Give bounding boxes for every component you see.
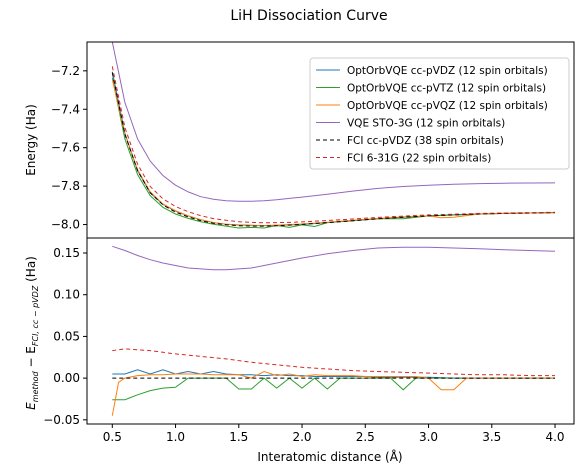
bottom-y-tick-label: 0.10 — [53, 288, 80, 302]
bottom-series-optorbvqe-cc-pvqz — [111, 370, 555, 416]
top-series-fci-cc-pvdz-38-spin-orbitals — [111, 72, 556, 227]
bottom-series-vqe-sto-3g — [112, 245, 556, 271]
bottom-series-optorbvqe-cc-pvtz — [112, 377, 555, 401]
legend-label-optorbvqe-cc-pvqz-12-spin-orbitals: OptOrbVQE cc-pVQZ (12 spin orbitals) — [347, 100, 548, 112]
bottom-y-ticks: 0.15 0.10 0.05 0.00 −0.05 — [43, 246, 87, 427]
ylabel-sub1: method — [31, 370, 40, 402]
top-y-axis-label: Energy (Ha) — [24, 104, 38, 176]
legend-label-fci-cc-pvdz-38-spin-orbitals: FCI cc-pVDZ (38 spin orbitals) — [347, 135, 504, 147]
x-tick-label: 0.5 — [103, 430, 122, 444]
bottom-y-tick-label: −0.05 — [43, 413, 80, 427]
ylabel-mid: − E — [24, 346, 38, 371]
top-y-tick-label: −7.2 — [51, 64, 80, 78]
legend-label-fci-6-31g-22-spin-orbitals: FCI 6-31G (22 spin orbitals) — [347, 153, 491, 165]
top-plot-area — [111, 42, 556, 229]
bottom-y-tick-label: 0.00 — [53, 371, 80, 385]
bottom-y-tick-label: 0.05 — [53, 329, 80, 343]
top-y-ticks: −7.2 −7.4 −7.6 −7.8 −8.0 — [51, 64, 87, 232]
x-tick-label: 2.5 — [356, 430, 375, 444]
top-panel: −7.2 −7.4 −7.6 −7.8 −8.0 Energy (Ha) OptOrbV… — [24, 41, 575, 239]
x-tick-label: 2.0 — [292, 430, 311, 444]
bottom-axes-frame — [86, 237, 575, 425]
x-tick-label: 3.5 — [482, 430, 501, 444]
top-y-tick-label: −8.0 — [51, 218, 80, 232]
bottom-panel: 0.15 0.10 0.05 0.00 −0.05 0.5 1.0 1.5 2.0 2.5 3.0… — [24, 237, 575, 464]
x-axis-label: Interatomic distance (Å) — [257, 449, 402, 464]
bottom-plot-area — [111, 245, 556, 416]
bottom-series-fci-6-31g — [112, 348, 555, 377]
top-series-fci-6-31g-22-spin-orbitals — [111, 66, 556, 224]
x-tick-label: 4.0 — [545, 430, 564, 444]
ylabel-sub2: FCI, cc − pVDZ — [31, 285, 40, 346]
top-series-vqe-sto-3g-12-spin-orbitals — [111, 42, 556, 202]
legend-label-vqe-sto-3g-12-spin-orbitals: VQE STO-3G (12 spin orbitals) — [347, 118, 505, 130]
top-series-optorbvqe-cc-pvqz-12-spin-orbitals — [111, 79, 556, 227]
top-y-tick-label: −7.8 — [51, 179, 80, 193]
legend-label-optorbvqe-cc-pvtz-12-spin-orbitals: OptOrbVQE cc-pVTZ (12 spin orbitals) — [347, 83, 546, 95]
bottom-y-axis-label: Emethod − EFCI, cc − pVDZ (Ha) — [24, 256, 40, 410]
legend-frame — [309, 57, 570, 170]
x-ticks: 0.5 1.0 1.5 2.0 2.5 3.0 3.5 4.0 — [103, 424, 565, 444]
chart-title: LiH Dissociation Curve — [230, 8, 387, 24]
top-y-tick-label: −7.4 — [51, 102, 80, 116]
x-tick-label: 1.0 — [166, 430, 185, 444]
ylabel-unit: (Ha) — [24, 256, 38, 286]
legend-label-optorbvqe-cc-pvdz-12-spin-orbitals: OptOrbVQE cc-pVDZ (12 spin orbitals) — [347, 65, 548, 77]
ylabel-main: E — [24, 402, 38, 410]
bottom-y-tick-label: 0.15 — [53, 246, 80, 260]
legend: OptOrbVQE cc-pVDZ (12 spin orbitals) OptO… — [309, 57, 570, 170]
x-tick-label: 3.0 — [419, 430, 438, 444]
top-y-tick-label: −7.6 — [51, 141, 80, 155]
x-tick-label: 1.5 — [229, 430, 248, 444]
